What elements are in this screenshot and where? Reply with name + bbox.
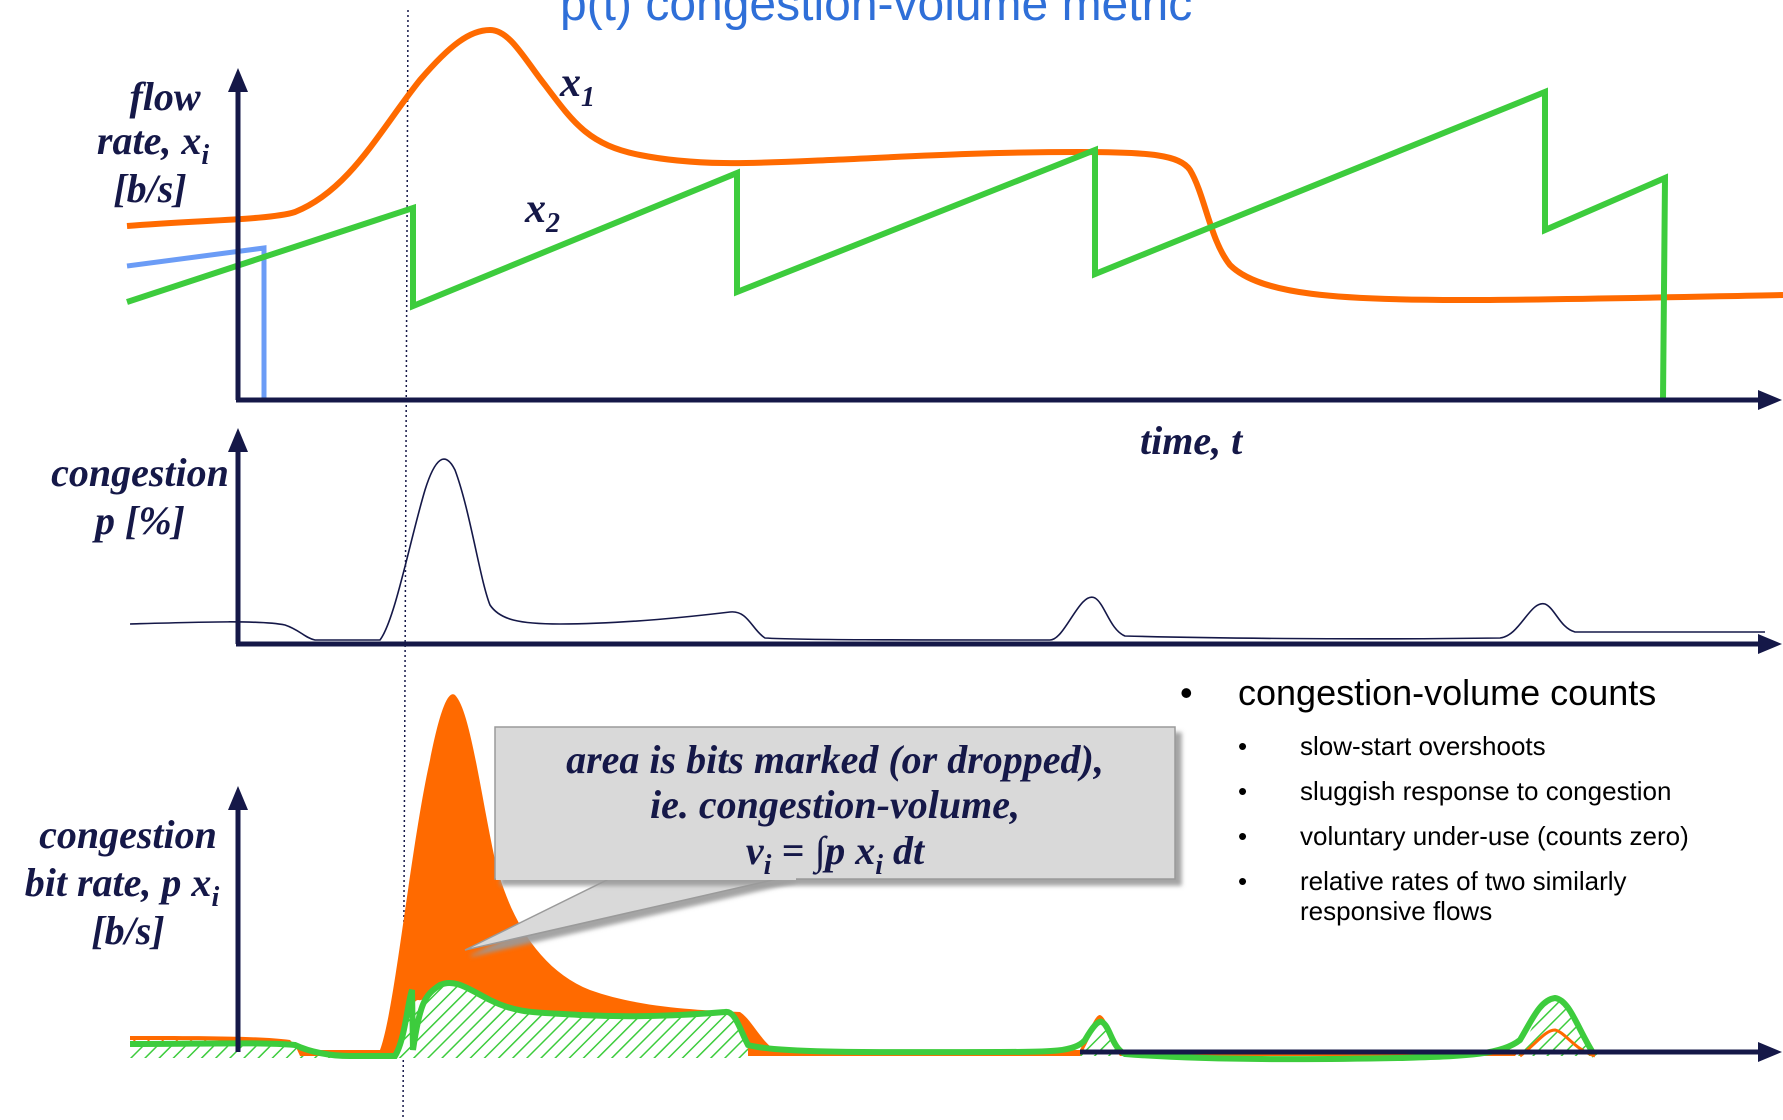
bullet-item-marker: • [1238,776,1247,806]
x2-series-label: x2 [524,186,560,239]
x2-congestion-volume-area [130,982,748,1058]
congestion-volume-callout: area is bits marked (or dropped), ie. co… [464,726,1176,951]
x2-congestion-bit-rate-curve [129,979,1598,1063]
flow-rate-label-line1: flow [129,74,200,119]
bullet-item: slow-start overshoots [1300,731,1546,761]
time-axis-arrow [1758,390,1782,410]
flow-rate-y-arrow [228,68,248,92]
cbr-label-line2: bit rate, p xi [25,860,220,913]
congestion-panel: congestion p [%] [51,428,1782,654]
callout-pointer [464,875,791,951]
flow-rate-label-line3: [b/s] [113,166,186,211]
congestion-y-arrow [228,428,248,452]
cbr-label-line1: congestion [39,812,217,857]
bullet-item-marker: • [1238,821,1247,851]
x2-spike-hatched-area [1080,1022,1120,1056]
bullet-item-continuation: responsive flows [1300,896,1492,926]
callout-box [494,726,1176,880]
bullet-item-marker: • [1238,731,1247,761]
bullet-main-marker: • [1180,672,1193,713]
x2-flow-sawtooth [126,87,1669,401]
callout-line1: area is bits marked (or dropped), [566,737,1104,782]
x1-flow-curve [126,26,1783,304]
bullet-list: • congestion-volume counts • slow-start … [1180,672,1689,926]
bullet-main: congestion-volume counts [1238,672,1656,713]
time-axis-label: time, t [1140,418,1244,463]
cbr-label-line3: [b/s] [91,908,164,953]
bullet-item: voluntary under-use (counts zero) [1300,821,1689,851]
congestion-curve [129,458,1765,641]
callout-line2: ie. congestion-volume, [650,782,1020,827]
cbr-y-arrow [228,786,248,810]
x1-congestion-volume-area [130,694,1580,1056]
bullet-item: relative rates of two similarly [1300,866,1627,896]
flow-rate-label-line2: rate, xi [97,118,209,171]
x1-series-label: x1 [559,60,595,113]
callout-formula: vi = ∫p xi dt [746,828,926,881]
congestion-bit-rate-panel: congestion bit rate, p xi [b/s] [25,694,1782,1063]
slide-title-fragment: p(t) congestion-volume metric [560,0,1192,31]
congestion-label-line1: congestion [51,450,229,495]
cbr-x-arrow [1758,1042,1782,1062]
early-flow-line [126,245,267,399]
flow-rate-panel: flow rate, xi [b/s] x1 x2 time, t [97,26,1783,463]
bullet-item: sluggish response to congestion [1300,776,1671,806]
bullet-item-marker: • [1238,866,1247,896]
congestion-x-arrow [1758,634,1782,654]
congestion-label-line2: p [%] [92,498,185,543]
x1-late-spike-outline [1519,1028,1596,1058]
